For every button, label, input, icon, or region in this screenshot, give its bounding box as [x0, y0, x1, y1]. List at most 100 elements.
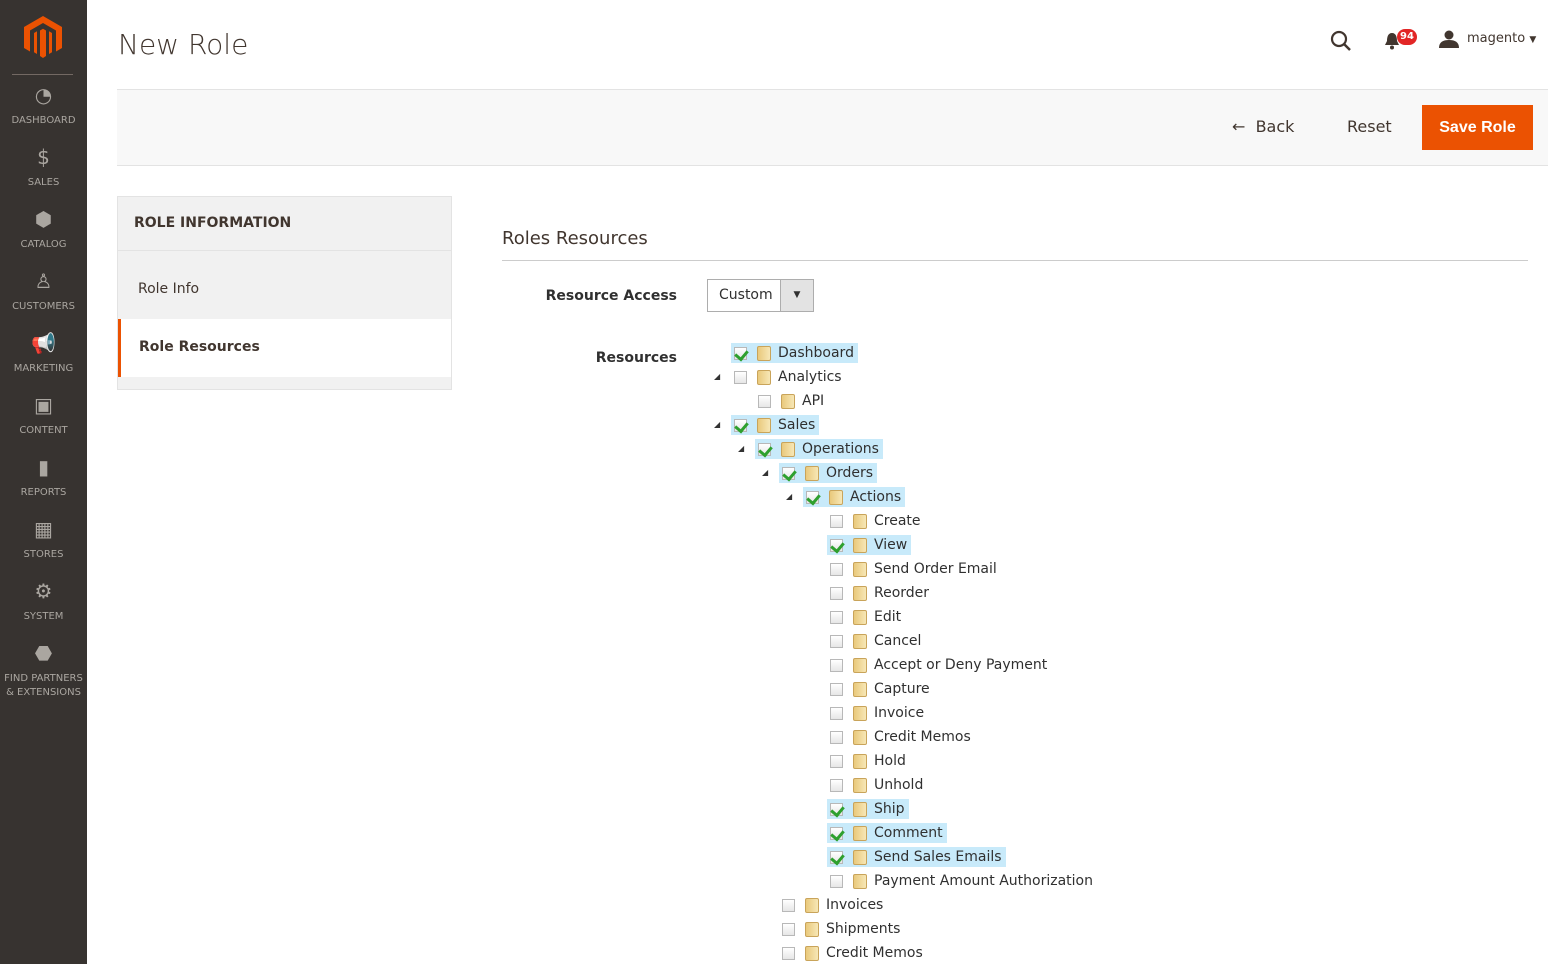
- tree-node[interactable]: API: [755, 390, 828, 412]
- checkbox[interactable]: [782, 898, 795, 912]
- tree-node[interactable]: Invoices: [779, 894, 887, 916]
- search-icon[interactable]: [1330, 30, 1352, 56]
- sidebar-item-marketing[interactable]: 📢 MARKETING: [0, 333, 87, 376]
- checkbox[interactable]: [830, 514, 843, 528]
- tree-node-anchor[interactable]: Operations: [755, 439, 883, 459]
- tree-node-anchor[interactable]: Sales: [731, 415, 820, 435]
- checkbox[interactable]: [830, 586, 843, 600]
- tree-node[interactable]: Actions: [803, 486, 906, 508]
- tree-node[interactable]: Sales: [731, 414, 820, 436]
- tree-node[interactable]: Orders: [779, 462, 878, 484]
- tree-node[interactable]: Shipments: [779, 918, 904, 940]
- checkbox[interactable]: [830, 682, 843, 696]
- reset-button[interactable]: Reset: [1347, 117, 1392, 136]
- checkbox[interactable]: [758, 442, 771, 456]
- expand-toggle-icon[interactable]: ◢: [738, 444, 745, 453]
- sidebar-item-catalog[interactable]: ⬢ CATALOG: [0, 209, 87, 252]
- resource-access-select[interactable]: Custom ▼: [707, 279, 814, 312]
- tree-node-anchor[interactable]: Create: [827, 511, 925, 531]
- sidebar-item-customers[interactable]: ♙ CUSTOMERS: [0, 271, 87, 314]
- checkbox[interactable]: [830, 802, 843, 816]
- checkbox[interactable]: [782, 466, 795, 480]
- sidebar-item-system[interactable]: ⚙ SYSTEM: [0, 581, 87, 624]
- tree-node[interactable]: Send Order Email: [827, 558, 1001, 580]
- tree-node[interactable]: Comment: [827, 822, 947, 844]
- tree-node-anchor[interactable]: Analytics: [731, 367, 846, 387]
- checkbox[interactable]: [830, 874, 843, 888]
- checkbox[interactable]: [830, 778, 843, 792]
- tree-node-anchor[interactable]: Accept or Deny Payment: [827, 655, 1051, 675]
- expand-toggle-icon[interactable]: ◢: [762, 468, 769, 477]
- tree-node-anchor[interactable]: Credit Memos: [827, 727, 975, 747]
- checkbox[interactable]: [758, 394, 771, 408]
- tab-role-resources[interactable]: Role Resources: [118, 319, 451, 377]
- tree-node[interactable]: Edit: [827, 606, 905, 628]
- checkbox[interactable]: [830, 610, 843, 624]
- checkbox[interactable]: [830, 826, 843, 840]
- save-role-button[interactable]: Save Role: [1422, 105, 1533, 150]
- checkbox[interactable]: [734, 346, 747, 360]
- tree-node-anchor[interactable]: Shipments: [779, 919, 904, 939]
- tree-node[interactable]: Dashboard: [731, 342, 858, 364]
- tree-node-anchor[interactable]: Cancel: [827, 631, 925, 651]
- tree-node-anchor[interactable]: Orders: [779, 463, 878, 483]
- expand-toggle-icon[interactable]: ◢: [786, 492, 793, 501]
- tree-node[interactable]: Payment Amount Authorization: [827, 870, 1097, 892]
- tree-node-anchor[interactable]: Invoices: [779, 895, 887, 915]
- tree-node-anchor[interactable]: Edit: [827, 607, 905, 627]
- notification-badge[interactable]: 94: [1397, 29, 1417, 45]
- checkbox[interactable]: [830, 730, 843, 744]
- checkbox[interactable]: [806, 490, 819, 504]
- tree-node[interactable]: Create: [827, 510, 925, 532]
- tree-node-anchor[interactable]: Actions: [803, 487, 906, 507]
- back-button[interactable]: ← Back: [1232, 117, 1294, 136]
- tree-node-anchor[interactable]: Unhold: [827, 775, 927, 795]
- checkbox[interactable]: [830, 562, 843, 576]
- tree-node[interactable]: Analytics: [731, 366, 846, 388]
- tree-node-anchor[interactable]: Payment Amount Authorization: [827, 871, 1097, 891]
- tree-node-anchor[interactable]: Hold: [827, 751, 910, 771]
- checkbox[interactable]: [830, 658, 843, 672]
- checkbox[interactable]: [830, 850, 843, 864]
- checkbox[interactable]: [830, 634, 843, 648]
- checkbox[interactable]: [734, 370, 747, 384]
- checkbox[interactable]: [782, 922, 795, 936]
- tree-node[interactable]: Invoice: [827, 702, 928, 724]
- tree-node-anchor[interactable]: API: [755, 391, 828, 411]
- tree-node-anchor[interactable]: Credit Memos: [779, 943, 927, 963]
- checkbox[interactable]: [830, 754, 843, 768]
- bell-icon[interactable]: [1384, 32, 1400, 54]
- user-menu[interactable]: magento ▼: [1467, 31, 1536, 46]
- checkbox[interactable]: [830, 538, 843, 552]
- tree-node-anchor[interactable]: Capture: [827, 679, 934, 699]
- tree-node[interactable]: Capture: [827, 678, 934, 700]
- sidebar-item-sales[interactable]: $ SALES: [0, 147, 87, 190]
- sidebar-item-stores[interactable]: ▦ STORES: [0, 519, 87, 562]
- tree-node[interactable]: Operations: [755, 438, 883, 460]
- tab-role-info[interactable]: Role Info: [138, 281, 200, 297]
- sidebar-item-reports[interactable]: ▮ REPORTS: [0, 457, 87, 500]
- tree-node-anchor[interactable]: Send Sales Emails: [827, 847, 1006, 867]
- tree-node-anchor[interactable]: View: [827, 535, 912, 555]
- tree-node-anchor[interactable]: Comment: [827, 823, 947, 843]
- tree-node[interactable]: Hold: [827, 750, 910, 772]
- tree-node[interactable]: Send Sales Emails: [827, 846, 1006, 868]
- tree-node[interactable]: Ship: [827, 798, 909, 820]
- tree-node[interactable]: Credit Memos: [827, 726, 975, 748]
- expand-toggle-icon[interactable]: ◢: [714, 420, 721, 429]
- tree-node[interactable]: Accept or Deny Payment: [827, 654, 1051, 676]
- tree-node[interactable]: Unhold: [827, 774, 927, 796]
- expand-toggle-icon[interactable]: ◢: [714, 372, 721, 381]
- magento-logo[interactable]: [24, 16, 62, 62]
- tree-node-anchor[interactable]: Reorder: [827, 583, 933, 603]
- sidebar-item-find[interactable]: ⬣ FIND PARTNERS & EXTENSIONS: [0, 643, 87, 700]
- checkbox[interactable]: [830, 706, 843, 720]
- sidebar-item-dashboard[interactable]: ◔ DASHBOARD: [0, 85, 87, 128]
- tree-node-anchor[interactable]: Dashboard: [731, 343, 858, 363]
- checkbox[interactable]: [782, 946, 795, 960]
- tree-node-anchor[interactable]: Ship: [827, 799, 909, 819]
- sidebar-item-content[interactable]: ▣ CONTENT: [0, 395, 87, 438]
- tree-node[interactable]: View: [827, 534, 912, 556]
- tree-node-anchor[interactable]: Send Order Email: [827, 559, 1001, 579]
- checkbox[interactable]: [734, 418, 747, 432]
